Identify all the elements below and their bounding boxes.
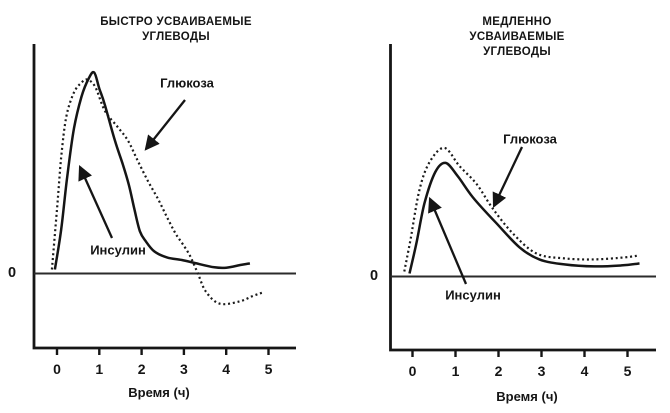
glucose-arrow (492, 146, 524, 209)
x-tick-label: 2 (494, 363, 503, 379)
x-tick-label: 2 (137, 361, 146, 377)
x-tick-label: 3 (537, 363, 546, 379)
axes-lines (389, 44, 656, 352)
x-tick-label: 4 (580, 363, 589, 379)
axes-lines (32, 44, 296, 350)
insulin-arrow (428, 196, 468, 285)
x-tick-label: 4 (222, 361, 231, 377)
chart-title-slow-carbs: МЕДЛЕННО УСВАИВАЕМЫЕ УГЛЕВОДЫ (469, 16, 565, 58)
insulin-curve (53, 70, 251, 270)
glucose-series-label-slow: Глюкоза (503, 131, 557, 147)
x-tick-label: 3 (179, 361, 188, 377)
chart-slow-carbs (389, 44, 656, 357)
insulin-series-label-slow: Инсулин (445, 287, 501, 303)
y-axis-zero-label-fast: 0 (7, 265, 17, 281)
glucose-arrow (144, 99, 186, 151)
x-tick-label: 1 (95, 361, 104, 377)
x-tick-label: 1 (451, 363, 460, 379)
y-axis-zero-label-slow: 0 (369, 268, 379, 284)
insulin-series-label-fast: Инсулин (90, 242, 146, 258)
chart-fast-carbs (32, 44, 296, 355)
x-tick-label: 5 (623, 363, 632, 379)
glucose-curve (403, 146, 640, 272)
x-axis-title-slow: Время (ч) (496, 389, 558, 404)
x-tick-label: 5 (264, 361, 273, 377)
x-tick-label: 0 (408, 363, 417, 379)
glucose-series-label-fast: Глюкоза (160, 75, 214, 91)
x-tick-label: 0 (53, 361, 61, 377)
chart-title-fast-carbs: БЫСТРО УСВАИВАЕМЫЕ УГЛЕВОДЫ (100, 16, 252, 43)
insulin-curve (408, 161, 640, 274)
insulin-arrow (78, 164, 114, 239)
x-axis-title-fast: Время (ч) (128, 385, 190, 400)
glucose-curve (50, 78, 263, 306)
